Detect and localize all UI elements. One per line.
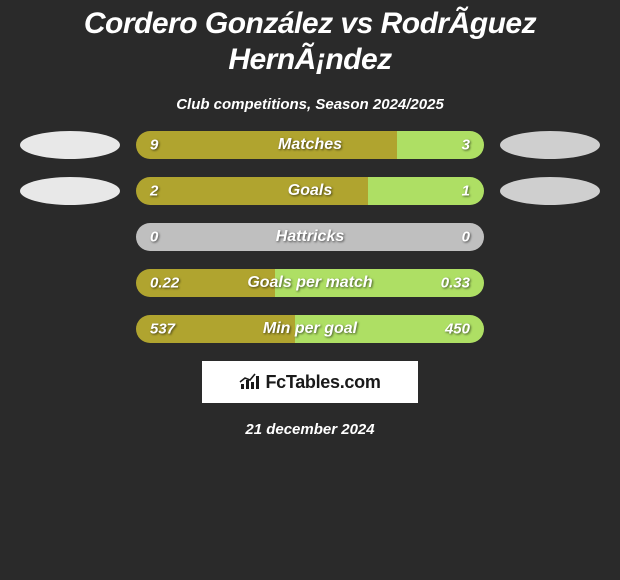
stat-value-left: 537 <box>150 321 175 338</box>
logo-box[interactable]: FcTables.com <box>202 361 418 403</box>
stat-label: Min per goal <box>263 320 357 338</box>
stat-value-left: 0.22 <box>150 275 179 292</box>
stat-value-right: 450 <box>445 321 470 338</box>
stat-value-right: 3 <box>462 137 470 154</box>
stat-bar: 0 0 Hattricks <box>136 223 484 251</box>
stat-row: 0.22 0.33 Goals per match <box>10 269 610 297</box>
stat-row: 0 0 Hattricks <box>10 223 610 251</box>
stat-label: Hattricks <box>276 228 344 246</box>
stat-value-left: 9 <box>150 137 158 154</box>
stat-value-right: 1 <box>462 183 470 200</box>
stat-bar: 0.22 0.33 Goals per match <box>136 269 484 297</box>
bar-left <box>136 131 397 159</box>
stat-value-left: 0 <box>150 229 158 246</box>
comparison-card: Cordero González vs RodrÃ­guez HernÃ¡nde… <box>0 0 620 438</box>
stat-value-right: 0 <box>462 229 470 246</box>
date-label: 21 december 2024 <box>245 403 374 438</box>
stat-bar: 537 450 Min per goal <box>136 315 484 343</box>
stat-value-right: 0.33 <box>441 275 470 292</box>
stat-label: Goals <box>288 182 332 200</box>
stat-label: Matches <box>278 136 342 154</box>
logo-text: FcTables.com <box>265 372 380 393</box>
stat-value-left: 2 <box>150 183 158 200</box>
player-right-marker <box>500 177 600 205</box>
stats-area: 9 3 Matches 2 1 Goals 0 0 Hattricks 0.22 0.33 Goals… <box>0 131 620 343</box>
page-title: Cordero González vs RodrÃ­guez HernÃ¡nde… <box>0 0 620 82</box>
barchart-icon <box>239 373 261 391</box>
stat-row: 537 450 Min per goal <box>10 315 610 343</box>
bar-left <box>136 177 368 205</box>
stat-row: 9 3 Matches <box>10 131 610 159</box>
player-right-marker <box>500 131 600 159</box>
player-left-marker <box>20 177 120 205</box>
stat-bar: 2 1 Goals <box>136 177 484 205</box>
stat-label: Goals per match <box>247 274 372 292</box>
bar-right <box>397 131 484 159</box>
stat-row: 2 1 Goals <box>10 177 610 205</box>
stat-bar: 9 3 Matches <box>136 131 484 159</box>
player-left-marker <box>20 131 120 159</box>
subtitle: Club competitions, Season 2024/2025 <box>176 82 444 131</box>
